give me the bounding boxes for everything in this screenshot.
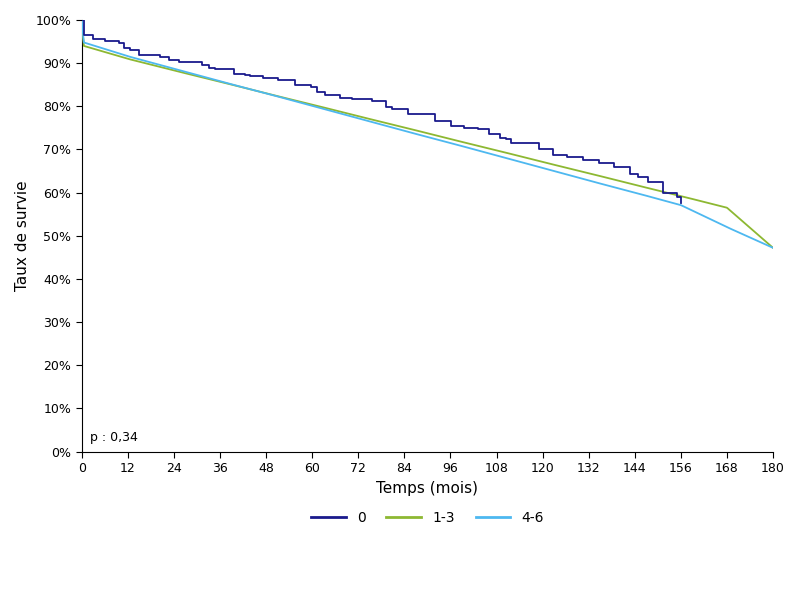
- Legend: 0, 1-3, 4-6: 0, 1-3, 4-6: [306, 506, 550, 531]
- Text: p : 0,34: p : 0,34: [90, 431, 138, 444]
- X-axis label: Temps (mois): Temps (mois): [377, 481, 478, 496]
- Y-axis label: Taux de survie: Taux de survie: [15, 181, 30, 291]
